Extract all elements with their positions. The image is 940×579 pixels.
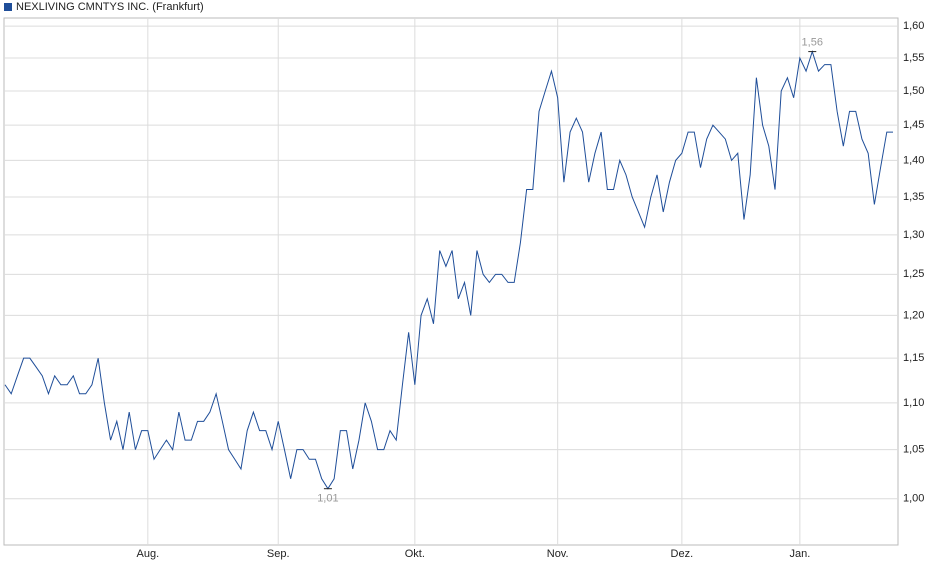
legend-label: NEXLIVING CMNTYS INC. (Frankfurt) — [16, 1, 204, 13]
y-tick-label: 1,00 — [903, 493, 924, 505]
y-tick-label: 1,50 — [903, 85, 924, 97]
y-tick-label: 1,55 — [903, 52, 924, 64]
y-tick-label: 1,10 — [903, 397, 924, 409]
y-tick-label: 1,35 — [903, 191, 924, 203]
y-tick-label: 1,20 — [903, 309, 924, 321]
annotation-label: 1,56 — [802, 36, 823, 48]
plot-frame — [3, 17, 899, 546]
x-tick-label: Nov. — [547, 548, 569, 560]
legend-swatch — [4, 3, 12, 11]
x-tick-label: Aug. — [137, 548, 160, 560]
x-tick-label: Jan. — [789, 548, 810, 560]
x-tick-label: Okt. — [405, 548, 425, 560]
y-tick-label: 1,60 — [903, 20, 924, 32]
annotation-label: 1,01 — [317, 493, 338, 505]
y-tick-label: 1,05 — [903, 444, 924, 456]
x-tick-label: Dez. — [671, 548, 694, 560]
x-tick-label: Sep. — [267, 548, 290, 560]
y-tick-label: 1,45 — [903, 119, 924, 131]
price-line — [4, 49, 893, 490]
y-tick-label: 1,40 — [903, 154, 924, 166]
y-tick-label: 1,30 — [903, 229, 924, 241]
y-tick-label: 1,25 — [903, 268, 924, 280]
y-tick-label: 1,15 — [903, 352, 924, 364]
